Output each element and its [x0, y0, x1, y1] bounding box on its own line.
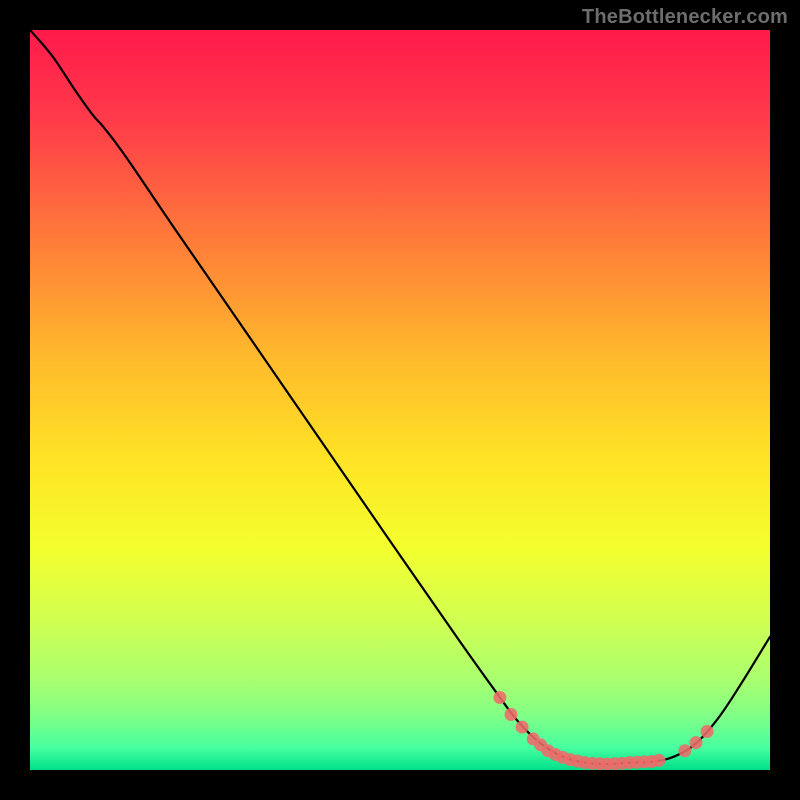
chart-frame: TheBottlenecker.com	[0, 0, 800, 800]
data-marker	[516, 721, 529, 734]
data-marker	[653, 754, 666, 767]
data-marker	[505, 708, 518, 721]
watermark-text: TheBottlenecker.com	[582, 6, 788, 29]
data-marker	[690, 736, 703, 749]
bottleneck-chart	[30, 30, 770, 770]
data-marker	[701, 725, 714, 738]
data-marker	[493, 691, 506, 704]
data-marker	[678, 744, 691, 757]
chart-background	[30, 30, 770, 770]
